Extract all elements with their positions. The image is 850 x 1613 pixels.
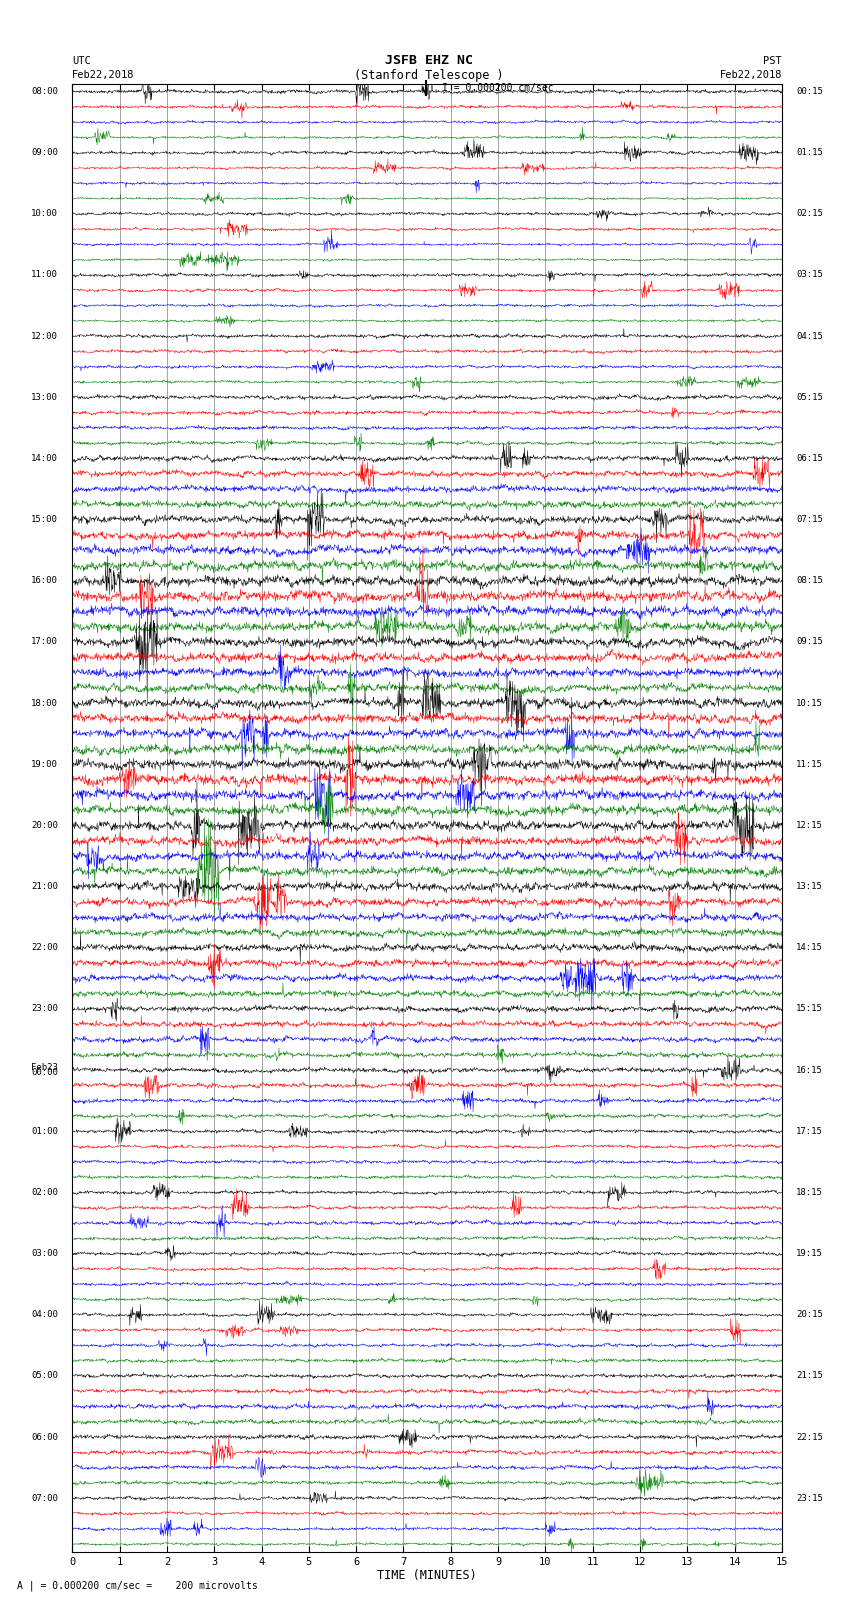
Text: 17:15: 17:15 — [796, 1127, 823, 1136]
Text: 04:00: 04:00 — [31, 1310, 58, 1319]
Text: 14:00: 14:00 — [31, 453, 58, 463]
Text: 03:15: 03:15 — [796, 271, 823, 279]
Text: 17:00: 17:00 — [31, 637, 58, 647]
Text: 08:15: 08:15 — [796, 576, 823, 586]
Text: 20:00: 20:00 — [31, 821, 58, 831]
Text: 05:00: 05:00 — [31, 1371, 58, 1381]
Text: 00:15: 00:15 — [796, 87, 823, 97]
Text: 13:00: 13:00 — [31, 394, 58, 402]
Text: 09:15: 09:15 — [796, 637, 823, 647]
Text: 02:00: 02:00 — [31, 1187, 58, 1197]
Text: 21:00: 21:00 — [31, 882, 58, 890]
Text: 14:15: 14:15 — [796, 944, 823, 952]
Text: 06:00: 06:00 — [31, 1432, 58, 1442]
Text: (Stanford Telescope ): (Stanford Telescope ) — [354, 68, 504, 82]
Text: 18:00: 18:00 — [31, 698, 58, 708]
Text: Feb22,2018: Feb22,2018 — [719, 69, 782, 81]
Text: 16:00: 16:00 — [31, 576, 58, 586]
Text: 11:00: 11:00 — [31, 271, 58, 279]
X-axis label: TIME (MINUTES): TIME (MINUTES) — [377, 1569, 477, 1582]
Text: 23:00: 23:00 — [31, 1005, 58, 1013]
Text: 19:15: 19:15 — [796, 1248, 823, 1258]
Text: JSFB EHZ NC: JSFB EHZ NC — [385, 53, 473, 68]
Text: I = 0.000200 cm/sec: I = 0.000200 cm/sec — [442, 82, 553, 94]
Text: Feb23: Feb23 — [31, 1063, 58, 1073]
Text: UTC: UTC — [72, 56, 91, 66]
Text: 22:15: 22:15 — [796, 1432, 823, 1442]
Text: PST: PST — [763, 56, 782, 66]
Text: 02:15: 02:15 — [796, 210, 823, 218]
Text: 07:00: 07:00 — [31, 1494, 58, 1503]
Text: 12:00: 12:00 — [31, 332, 58, 340]
Text: 22:00: 22:00 — [31, 944, 58, 952]
Text: 15:15: 15:15 — [796, 1005, 823, 1013]
Text: 21:15: 21:15 — [796, 1371, 823, 1381]
Text: 03:00: 03:00 — [31, 1248, 58, 1258]
Text: 06:15: 06:15 — [796, 453, 823, 463]
Text: 04:15: 04:15 — [796, 332, 823, 340]
Text: 08:00: 08:00 — [31, 87, 58, 97]
Text: 01:15: 01:15 — [796, 148, 823, 156]
Text: 05:15: 05:15 — [796, 394, 823, 402]
Text: 11:15: 11:15 — [796, 760, 823, 769]
Text: 10:15: 10:15 — [796, 698, 823, 708]
Text: Feb22,2018: Feb22,2018 — [72, 69, 135, 81]
Text: 13:15: 13:15 — [796, 882, 823, 890]
Text: 23:15: 23:15 — [796, 1494, 823, 1503]
Text: 19:00: 19:00 — [31, 760, 58, 769]
Text: 15:00: 15:00 — [31, 515, 58, 524]
Text: 16:15: 16:15 — [796, 1066, 823, 1074]
Text: 10:00: 10:00 — [31, 210, 58, 218]
Text: 20:15: 20:15 — [796, 1310, 823, 1319]
Text: 01:00: 01:00 — [31, 1127, 58, 1136]
Text: 00:00: 00:00 — [31, 1068, 58, 1077]
Text: 07:15: 07:15 — [796, 515, 823, 524]
Text: A | = 0.000200 cm/sec =    200 microvolts: A | = 0.000200 cm/sec = 200 microvolts — [17, 1581, 258, 1590]
Text: 18:15: 18:15 — [796, 1187, 823, 1197]
Text: 12:15: 12:15 — [796, 821, 823, 831]
Text: 09:00: 09:00 — [31, 148, 58, 156]
